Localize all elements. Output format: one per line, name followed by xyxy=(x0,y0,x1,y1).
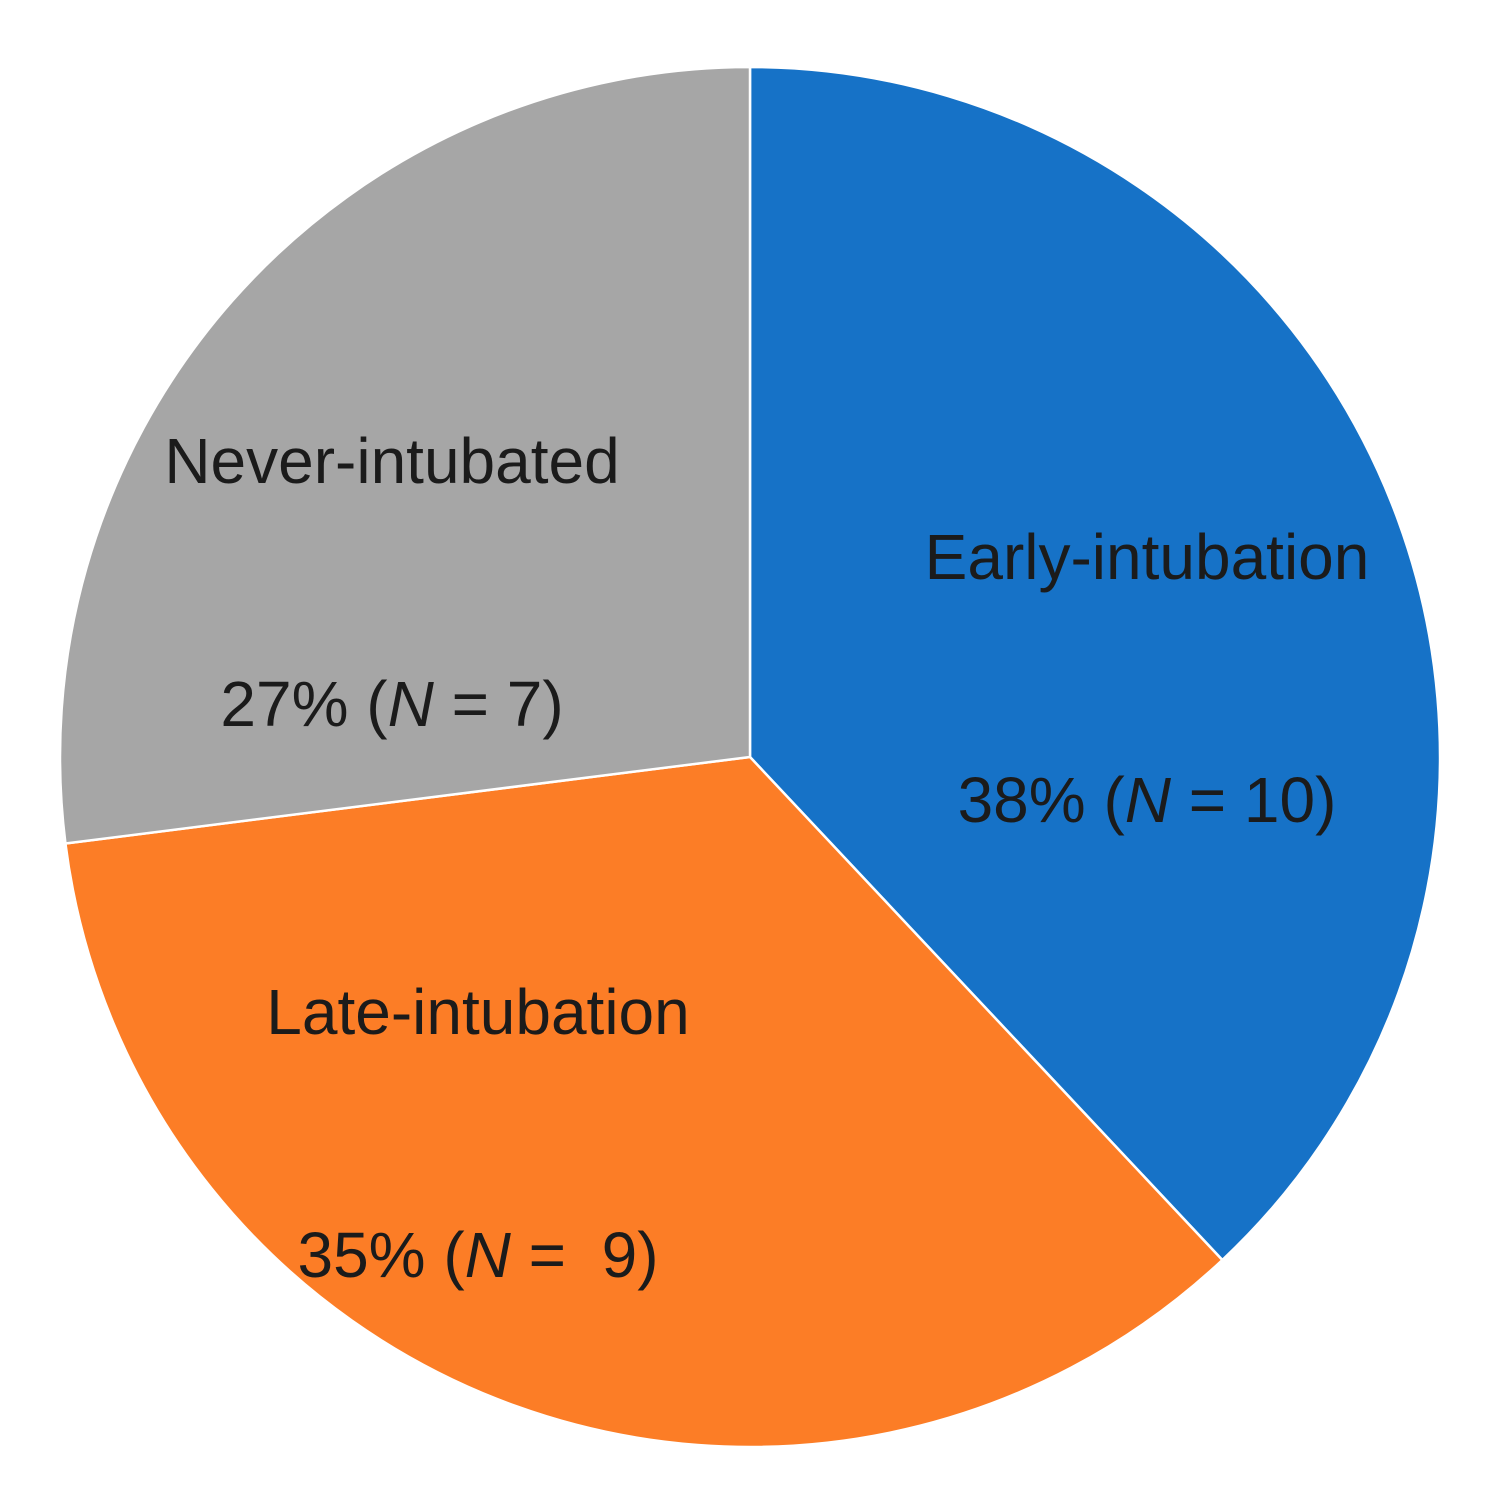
slice-value-suffix: = 10) xyxy=(1170,764,1337,836)
slice-label-never-intubated: Never-intubated 27% (N = 7) xyxy=(164,259,619,907)
slice-label-value: 27% (N = 7) xyxy=(164,664,619,745)
pie-slice-never-intubated xyxy=(58,65,752,845)
slice-n-symbol: N xyxy=(387,668,434,740)
slice-n-symbol: N xyxy=(464,1219,511,1291)
slice-value-prefix: 38% ( xyxy=(957,764,1125,836)
slice-value-prefix: 27% ( xyxy=(220,668,388,740)
slice-label-late-intubation: Late-intubation 35% (N = 9) xyxy=(266,810,689,1458)
slice-label-value: 35% (N = 9) xyxy=(266,1215,689,1296)
pie-slice-late-intubation xyxy=(64,755,1224,1449)
slice-value-prefix: 35% ( xyxy=(297,1219,465,1291)
slice-label-name: Late-intubation xyxy=(266,976,690,1048)
slice-label-name: Early-intubation xyxy=(924,521,1370,593)
slice-label-early-intubation: Early-intubation 38% (N = 10) xyxy=(925,355,1370,1003)
slice-label-name: Never-intubated xyxy=(164,425,620,497)
slice-value-suffix: = 9) xyxy=(510,1219,659,1291)
slice-n-symbol: N xyxy=(1124,764,1171,836)
slice-label-value: 38% (N = 10) xyxy=(925,760,1370,841)
pie-slice-early-intubation xyxy=(748,65,1442,1262)
slice-value-suffix: = 7) xyxy=(433,668,564,740)
